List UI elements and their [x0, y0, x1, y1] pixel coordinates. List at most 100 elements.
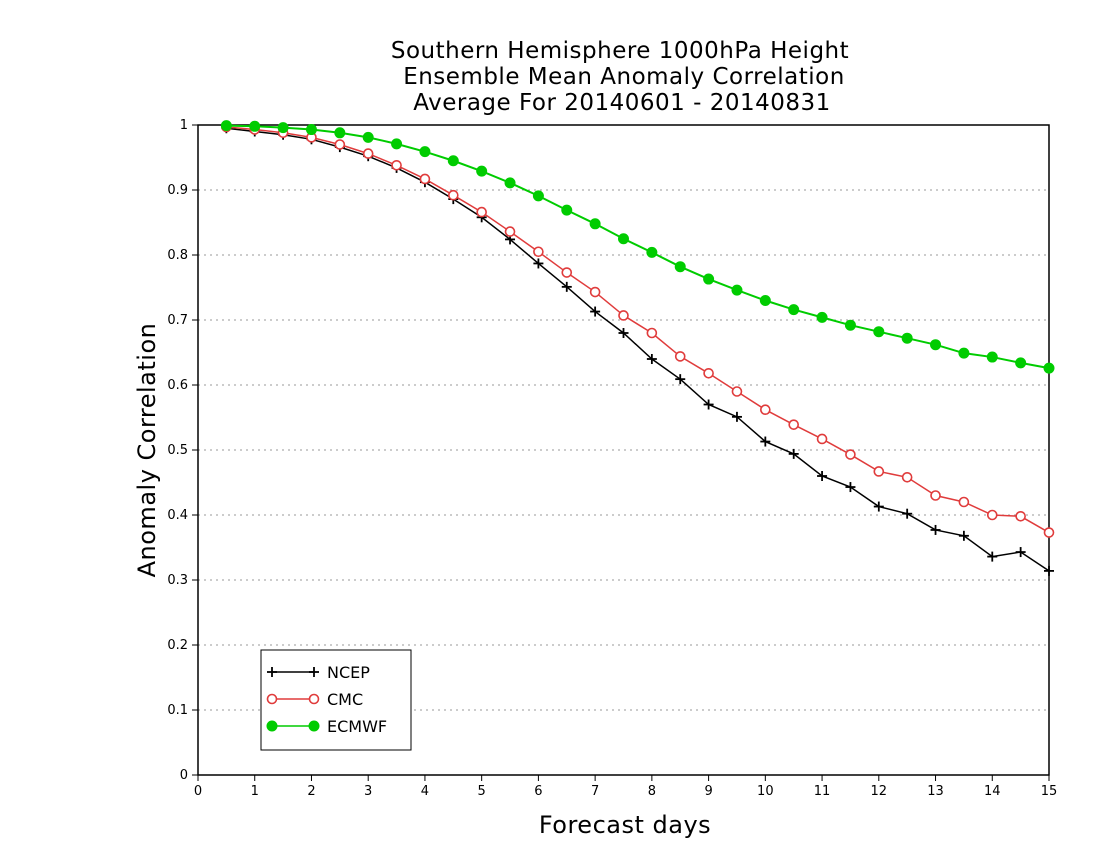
series-ncep-point	[987, 551, 998, 562]
series-ncep-point	[817, 471, 828, 481]
legend-item-cmc: CMC	[266, 690, 363, 709]
x-tick-label: 9	[704, 784, 712, 799]
series-ecmwf-point	[646, 246, 658, 258]
series-cmc-point	[589, 286, 601, 298]
series-ecmwf-point	[674, 261, 686, 273]
x-tick-label: 13	[927, 784, 944, 799]
series-cmc-point	[334, 139, 346, 150]
y-tick-label: 0.8	[167, 248, 188, 263]
legend-cmc-marker	[266, 693, 278, 705]
x-tick-label: 15	[1041, 784, 1058, 799]
series-cmc-point	[986, 509, 998, 521]
series-ncep-point	[788, 448, 799, 459]
legend-item-ncep: NCEP	[267, 663, 370, 682]
x-tick-label: 0	[194, 784, 202, 799]
legend-ecmwf-label: ECMWF	[327, 717, 387, 736]
series-cmc-point	[760, 404, 771, 416]
x-tick-label: 4	[421, 784, 429, 799]
series-cmc-point	[533, 246, 544, 258]
series-ncep-point	[731, 411, 742, 422]
series-ncep	[221, 123, 1054, 576]
series-ecmwf-point	[958, 347, 970, 359]
x-axis-title: Forecast days	[539, 811, 711, 839]
series-ncep-point	[590, 306, 601, 317]
y-tick-label: 0.6	[167, 378, 188, 393]
legend-ncep-marker	[309, 667, 319, 677]
series-cmc-point	[731, 386, 743, 397]
series-cmc-point	[504, 226, 516, 237]
series-cmc-point	[561, 267, 573, 278]
series-ecmwf-point	[476, 165, 488, 177]
data-series	[220, 120, 1055, 576]
chart-title-line-2: Ensemble Mean Anomaly Correlation	[403, 64, 845, 90]
legend-ncep-marker	[267, 667, 277, 677]
series-ecmwf-point	[873, 326, 885, 338]
series-ecmwf-point	[589, 218, 601, 230]
series-cmc-point	[362, 148, 374, 159]
y-tick-label: 0.2	[167, 638, 188, 653]
series-ncep-point	[1044, 565, 1054, 576]
series-ecmwf-point	[844, 319, 856, 331]
series-ncep-point	[845, 482, 856, 493]
legend-cmc-label: CMC	[327, 690, 363, 709]
legend-ecmwf-marker	[308, 720, 320, 732]
series-cmc-point	[1015, 510, 1026, 522]
series-ncep-point	[1015, 547, 1026, 558]
series-ecmwf-point	[816, 311, 828, 323]
series-cmc-point	[646, 327, 658, 339]
chart-title: Southern Hemisphere 1000hPa Height Ensem…	[391, 38, 849, 116]
series-ecmwf-point	[334, 127, 346, 139]
legend-ecmwf-marker	[266, 720, 278, 732]
series-cmc-point	[901, 471, 913, 483]
series-cmc-point	[788, 419, 800, 430]
chart-title-line-1: Southern Hemisphere 1000hPa Height	[391, 38, 849, 64]
y-tick-label: 0.5	[167, 443, 188, 458]
series-ecmwf-point	[731, 284, 743, 296]
series-ncep-point	[902, 508, 913, 519]
series-ecmwf-point	[986, 351, 998, 363]
x-tick-label: 10	[757, 784, 774, 799]
series-ecmwf-point	[561, 204, 573, 216]
series-ecmwf-point	[447, 155, 459, 167]
x-tick-label: 2	[307, 784, 315, 799]
x-tick-label: 11	[814, 784, 831, 799]
series-cmc-line	[226, 126, 1050, 534]
series-ecmwf-point	[504, 177, 516, 189]
series-ecmwf-point	[532, 190, 544, 202]
legend-ncep-label: NCEP	[327, 663, 370, 682]
series-ncep-point	[703, 399, 714, 410]
series-ncep-point	[618, 328, 629, 338]
series-cmc-point	[419, 173, 431, 185]
series-cmc-point	[1043, 527, 1055, 538]
x-tick-label: 8	[648, 784, 656, 799]
x-tick-label: 3	[364, 784, 372, 799]
series-cmc-point	[816, 433, 828, 445]
y-tick-label: 0.9	[167, 183, 188, 198]
legend-box	[260, 649, 412, 751]
series-ecmwf-point	[391, 138, 403, 150]
y-tick-label: 0	[180, 768, 188, 783]
series-ncep-point	[958, 530, 969, 541]
series-cmc	[221, 121, 1055, 538]
series-cmc-point	[476, 206, 487, 218]
y-tick-label: 0.7	[167, 313, 188, 328]
series-ecmwf-point	[930, 339, 942, 351]
series-ecmwf-line	[226, 124, 1050, 370]
y-tick-label: 0.3	[167, 573, 188, 588]
series-ecmwf-point	[277, 122, 289, 134]
series-cmc-point	[674, 351, 686, 362]
grid-lines	[198, 189, 1049, 711]
series-ecmwf-point	[249, 120, 261, 132]
series-ecmwf	[220, 120, 1055, 374]
series-ncep-point	[873, 501, 884, 512]
series-cmc-point	[447, 189, 459, 201]
series-ecmwf-point	[362, 131, 374, 143]
series-ncep-line	[226, 127, 1050, 572]
series-ecmwf-point	[419, 146, 431, 158]
chart-title-line-3: Average For 20140601 - 20140831	[413, 90, 831, 116]
x-tick-label: 14	[984, 784, 1001, 799]
series-ecmwf-point	[618, 233, 629, 245]
legend-items: NCEP CMC ECMWF	[266, 663, 387, 736]
series-ecmwf-point	[1015, 357, 1027, 369]
